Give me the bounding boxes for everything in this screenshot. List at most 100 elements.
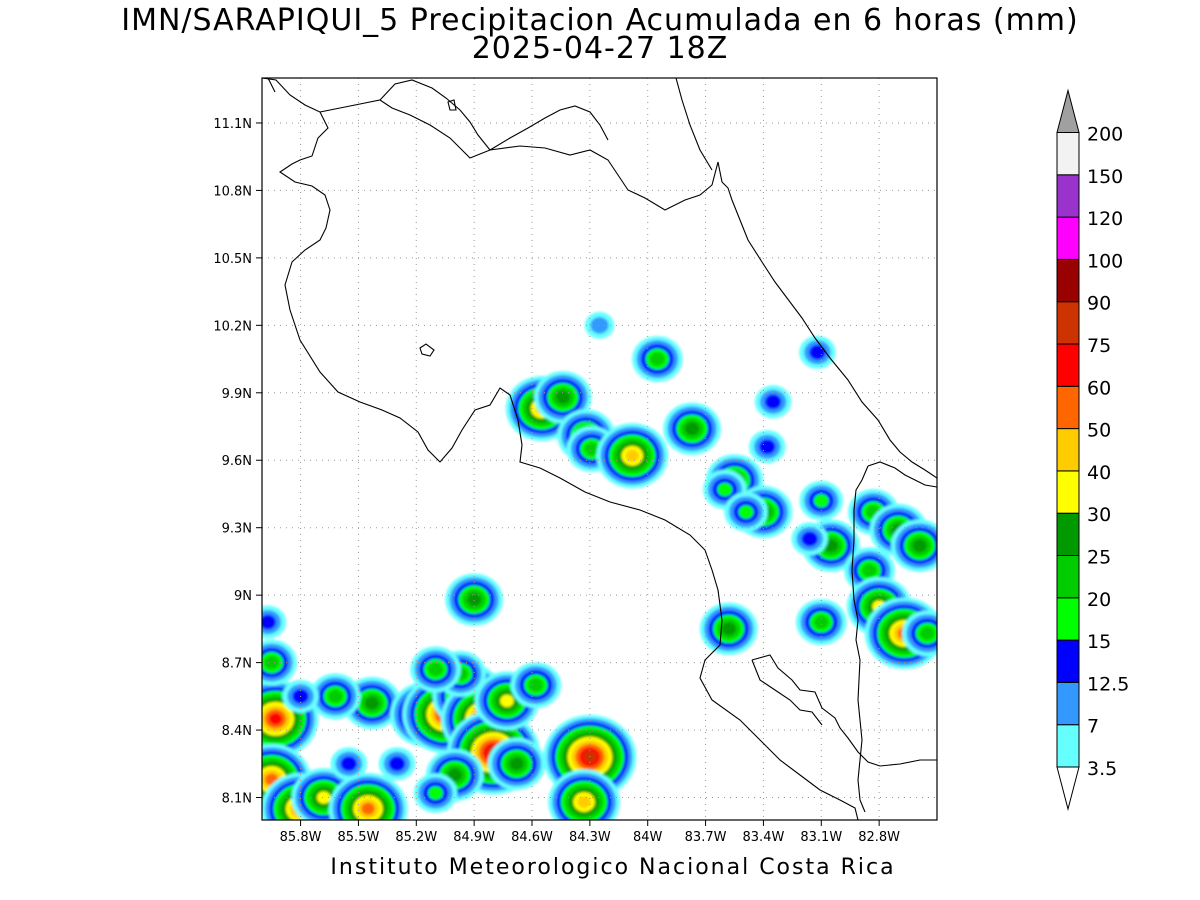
colorbar-label: 100: [1087, 250, 1123, 272]
precip-contour: [912, 539, 927, 553]
colorbar-segment: [1056, 724, 1080, 768]
colorbar-segment: [1056, 343, 1080, 387]
precip-contour: [583, 751, 597, 763]
precipitation-field: [262, 311, 937, 820]
colorbar-label: 200: [1087, 124, 1123, 146]
precip-contour: [764, 394, 782, 410]
precip-contour: [814, 615, 829, 629]
colorbar-label: 120: [1087, 208, 1123, 230]
lon-tick-label: 84W: [633, 830, 663, 845]
precip-contour: [388, 756, 406, 772]
precip-contour: [269, 712, 282, 725]
lat-tick-label: 10.5N: [213, 252, 252, 267]
precip-contour: [577, 795, 591, 809]
lon-tick-label: 85.5W: [338, 830, 380, 845]
colorbar-label: 12.5: [1087, 673, 1129, 695]
colorbar-over-arrow: [1056, 88, 1080, 133]
precip-contour: [467, 593, 482, 606]
precip-contour: [759, 439, 776, 455]
lat-tick-label: 9.9N: [222, 387, 252, 402]
precip-contour: [920, 626, 935, 640]
map-footer: Instituto Meteorologico Nacional Costa R…: [330, 855, 896, 880]
colorbar-segment: [1056, 597, 1080, 641]
lon-tick-label: 85.8W: [280, 830, 322, 845]
colorbar-label: 40: [1087, 462, 1111, 484]
precip-contour: [427, 786, 444, 800]
precip-contour: [555, 390, 570, 404]
map-axis-ticks: 85.8W 85.5W 85.2W 84.9W 84.6W 84.3W 84W 83.7W 83…: [213, 117, 900, 845]
lat-tick-label: 8.1N: [222, 792, 252, 807]
precip-contour: [650, 352, 665, 366]
lat-tick-label: 8.7N: [222, 657, 252, 672]
precip-contour: [328, 689, 343, 703]
precip-contour: [264, 656, 279, 670]
colorbar-label: 150: [1087, 166, 1123, 188]
precip-contour: [813, 493, 829, 508]
map-title: IMN/SARAPIQUI_5 Precipitacion Acumulada …: [121, 3, 1079, 38]
lon-tick-label: 84.6W: [511, 830, 553, 845]
precip-contour: [340, 756, 357, 772]
colorbar-label: 7: [1087, 716, 1099, 738]
colorbar-segment: [1056, 428, 1080, 472]
lat-tick-label: 8.4N: [222, 724, 252, 739]
precip-contour: [428, 662, 443, 676]
lat-tick-label: 9.3N: [222, 522, 252, 537]
colorbar-label: 50: [1087, 420, 1111, 442]
colorbar-label: 20: [1087, 589, 1111, 611]
colorbar-segment: [1056, 639, 1080, 683]
colorbar-segment: [1056, 301, 1080, 345]
colorbar-segment: [1056, 385, 1080, 430]
colorbar-label: 25: [1087, 547, 1111, 569]
lon-tick-label: 84.3W: [569, 830, 611, 845]
colorbar-segment: [1056, 258, 1080, 303]
map-subtitle: 2025-04-27 18Z: [471, 31, 729, 66]
colorbar-segment: [1056, 470, 1080, 514]
precip-contour: [685, 422, 700, 436]
colorbar-segment: [1056, 174, 1080, 218]
lon-tick-label: 85.2W: [395, 830, 437, 845]
colorbar-under-arrow: [1056, 766, 1080, 811]
lat-tick-label: 10.2N: [213, 319, 252, 334]
precip-contour: [364, 696, 379, 710]
colorbar-label: 90: [1087, 293, 1111, 315]
lat-tick-label: 9.6N: [222, 454, 252, 469]
precip-contour: [809, 344, 826, 360]
precip-contour: [862, 563, 877, 577]
lon-tick-label: 83.4W: [743, 830, 785, 845]
colorbar-segment: [1056, 555, 1080, 599]
lon-tick-label: 84.9W: [453, 830, 495, 845]
colorbar-label: 75: [1087, 335, 1111, 357]
precip-contour: [447, 768, 462, 782]
colorbar-segment: [1056, 512, 1080, 557]
colorbar-label: 15: [1087, 631, 1111, 653]
precip-contour: [738, 505, 754, 519]
precip-contour: [721, 622, 736, 636]
colorbar-segment: [1056, 216, 1080, 260]
precip-contour: [590, 317, 609, 334]
colorbar: 3.5 7 12.5 15 20 25 30 40 50 60 75 90 100 120 150 200: [1056, 88, 1129, 811]
lat-tick-label: 9N: [234, 589, 252, 604]
lat-tick-label: 10.8N: [213, 184, 252, 199]
colorbar-segment: [1056, 132, 1080, 176]
precip-contour: [717, 482, 733, 497]
precip-contour: [509, 757, 524, 771]
precip-contour: [316, 791, 331, 804]
precip-contour: [528, 678, 544, 692]
coastline: [262, 78, 937, 820]
colorbar-label: 30: [1087, 504, 1111, 526]
precip-contour: [262, 614, 276, 630]
lat-tick-label: 11.1N: [213, 117, 252, 132]
precip-contour: [584, 442, 600, 456]
colorbar-segment: [1056, 681, 1080, 726]
map-gridlines: [262, 78, 937, 820]
precip-contour: [625, 449, 639, 462]
colorbar-label: 3.5: [1087, 758, 1117, 780]
map-frame: [261, 77, 938, 821]
lon-tick-label: 83.7W: [685, 830, 727, 845]
colorbar-label: 60: [1087, 377, 1111, 399]
precip-contour: [500, 694, 514, 708]
precip-contour: [361, 802, 375, 815]
lon-tick-label: 82.8W: [858, 830, 900, 845]
precip-contour: [801, 531, 818, 547]
